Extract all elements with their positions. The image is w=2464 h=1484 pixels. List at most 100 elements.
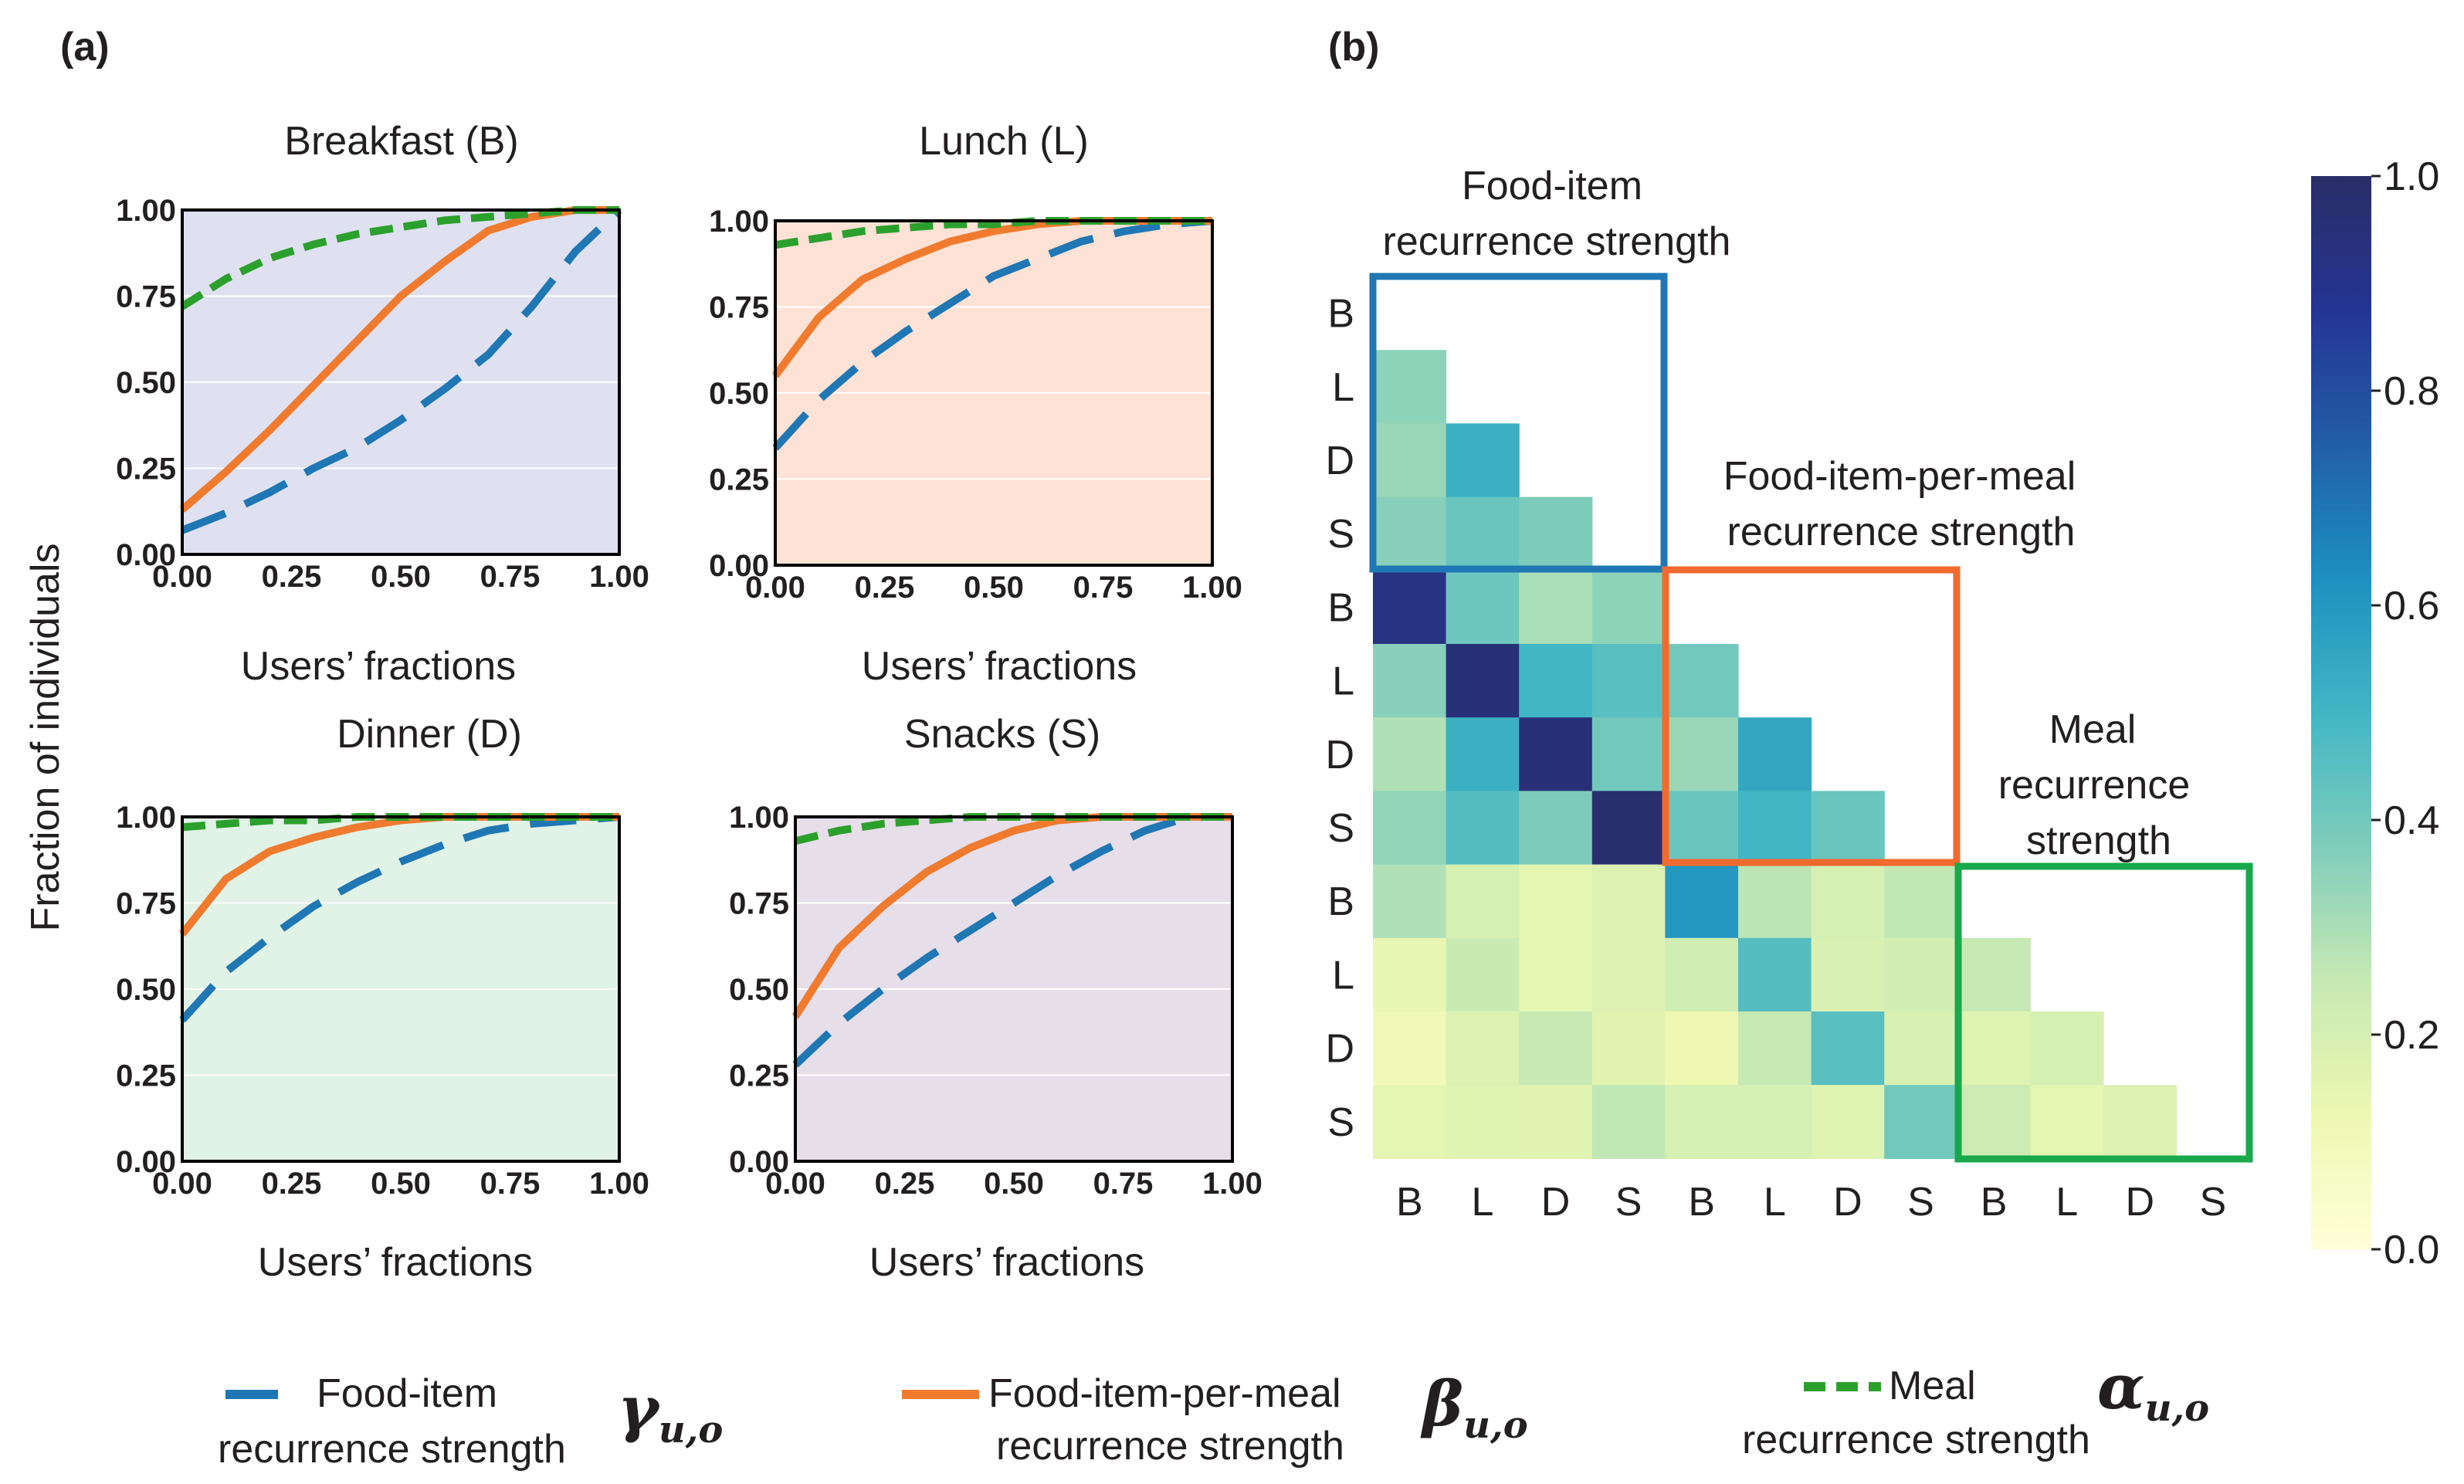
x-axis-title-dinner: Users’ fractions: [258, 1240, 533, 1285]
x-tick-label: 0.00: [745, 571, 805, 605]
heatmap-cell: [1738, 717, 1812, 791]
x-tick-label: 0.50: [964, 571, 1024, 605]
x-ticks-dinner: 0.00 0.25 0.50 0.75 1.00: [152, 1167, 649, 1201]
heatmap-row-label: L: [1332, 365, 1354, 410]
y-tick-label: 0.00: [709, 549, 769, 583]
plot-title-lunch: Lunch (L): [919, 119, 1089, 164]
heatmap-cell: [1446, 864, 1520, 939]
y-tick-label: 0.50: [116, 366, 176, 400]
legend-label-food-item-per-meal-line2: recurrence strength: [996, 1424, 1344, 1469]
y-tick-label: 0.75: [116, 887, 176, 921]
heatmap-cell: [1446, 644, 1520, 718]
heatmap-cell: [1738, 791, 1812, 866]
heatmap-col-label: S: [1615, 1180, 1642, 1225]
box-meal: [1954, 862, 2253, 1163]
box-title-meal-line2: recurrence: [1998, 763, 2191, 808]
heatmap-cell: [1373, 1011, 1447, 1086]
plot-frame-lunch: [774, 219, 1214, 567]
x-tick-label: 0.75: [1093, 1167, 1154, 1201]
x-tick-label: 0.25: [875, 1167, 935, 1201]
heatmap-cell: [1665, 937, 1739, 1012]
x-ticks-breakfast: 0.00 0.25 0.50 0.75 1.00: [152, 560, 649, 594]
x-ticks-snacks: 0.00 0.25 0.50 0.75 1.00: [765, 1167, 1263, 1201]
colorbar-ticks: 0.0 0.2 0.4 0.6 0.8 1.0: [2371, 154, 2439, 1272]
colorbar-tick-label: 1.0: [2384, 154, 2439, 199]
heatmap-col-label: D: [1833, 1180, 1862, 1225]
legend-symbol-gamma: γu,o: [618, 1372, 723, 1452]
x-axis-title-snacks: Users’ fractions: [869, 1240, 1144, 1285]
colorbar-tick-label: 0.4: [2384, 798, 2439, 843]
series-breakfast: [179, 206, 622, 534]
colorbar-tick-label: 0.8: [2384, 369, 2439, 414]
series-line-meal: [180, 206, 619, 310]
heatmap-col-label: L: [1471, 1180, 1493, 1225]
panel-label-b: (b): [1328, 25, 1379, 69]
heatmap-cell: [1373, 350, 1447, 424]
heatmap-col-label: B: [1981, 1180, 2008, 1225]
box-title-food-item-line2: recurrence strength: [1383, 219, 1731, 264]
heatmap-cell: [1591, 644, 1666, 718]
heatmap-cell: [1811, 1011, 1885, 1086]
x-tick-label: 1.00: [589, 1167, 649, 1201]
heatmap-col-label: B: [1396, 1180, 1423, 1225]
plot-dinner: Dinner (D) 0.00 0.25 0.50 0.75 1.00 0.00 0.25…: [116, 712, 649, 1285]
box-title-food-item-per-meal-line2: recurrence strength: [1727, 510, 2076, 554]
plot-frame-snacks: [794, 815, 1234, 1163]
y-tick-label: 0.50: [116, 973, 176, 1007]
heatmap-cell: [1811, 864, 1885, 939]
legend-symbol-alpha: αu,o: [2097, 1350, 2209, 1430]
box-title-food-item-per-meal-line1: Food-item-per-meal: [1723, 454, 2076, 499]
heatmap-cell: [1738, 1011, 1812, 1086]
series-line-food-item: [772, 217, 1213, 451]
heatmap-cell: [1591, 1085, 1666, 1159]
heatmap-cell: [1519, 570, 1593, 645]
y-tick-label: 0.75: [709, 291, 769, 325]
y-tick-label: 0.25: [729, 1059, 789, 1093]
heatmap-cell: [1591, 937, 1666, 1012]
heatmap-cell: [1957, 1085, 2031, 1159]
heatmap-cell: [1373, 1085, 1447, 1159]
y-ticks-lunch: 0.00 0.25 0.50 0.75 1.00: [709, 205, 769, 583]
heatmap-cell: [1373, 570, 1447, 645]
heatmap-cell: [1446, 1011, 1520, 1086]
heatmap-cell: [1446, 570, 1520, 645]
heatmap-cell: [1884, 937, 1958, 1012]
heatmap-col-label: D: [1541, 1180, 1571, 1225]
plot-breakfast: Breakfast (B) 0.00 0.25 0.50 0.75 1.00 0.000…: [116, 119, 649, 689]
y-tick-label: 0.00: [116, 1145, 176, 1179]
heatmap-cell: [1373, 644, 1447, 718]
heatmap-cell: [1519, 791, 1593, 866]
heatmap-row-label: B: [1327, 879, 1354, 924]
series-line-food-item: [179, 813, 620, 1023]
heatmap-cell: [1811, 1085, 1885, 1159]
heatmap-cell: [1591, 864, 1666, 939]
y-ticks-dinner: 0.00 0.25 0.50 0.75 1.00: [116, 801, 176, 1179]
heatmap-row-label: S: [1327, 512, 1354, 557]
heatmap-cell: [1957, 1011, 2031, 1086]
x-axis-title-lunch: Users’ fractions: [862, 644, 1137, 689]
legend-symbol-beta: βu,o: [1420, 1367, 1528, 1447]
heatmap-cell: [1373, 717, 1447, 791]
y-tick-label: 0.25: [116, 452, 176, 486]
heatmap-cell: [2030, 1011, 2104, 1086]
heatmap-cell: [1665, 717, 1739, 791]
legend-label-food-item-line1: Food-item: [317, 1371, 497, 1416]
heatmap-row-label: S: [1327, 1100, 1354, 1145]
heatmap-col-label: L: [1764, 1180, 1786, 1225]
legend: Food-item recurrence strength γu,o Food-…: [218, 1350, 2209, 1472]
legend-label-food-item-per-meal-line1: Food-item-per-meal: [988, 1371, 1341, 1416]
x-ticks-lunch: 0.00 0.25 0.50 0.75 1.00: [745, 571, 1242, 605]
heatmap-cell: [1519, 1011, 1593, 1086]
y-tick-label: 0.50: [729, 973, 789, 1007]
x-tick-label: 0.50: [371, 560, 431, 594]
heatmap-row-label: D: [1325, 733, 1354, 778]
heatmap-cell: [1591, 1011, 1666, 1086]
heatmap-row-label: B: [1327, 585, 1354, 630]
heatmap-cell: [1884, 1085, 1958, 1159]
x-tick-label: 0.00: [765, 1167, 825, 1201]
colorbar-tick-label: 0.2: [2384, 1013, 2439, 1058]
plot-frame-breakfast: [181, 208, 621, 556]
colorbar-tick-label: 0.6: [2384, 584, 2439, 628]
